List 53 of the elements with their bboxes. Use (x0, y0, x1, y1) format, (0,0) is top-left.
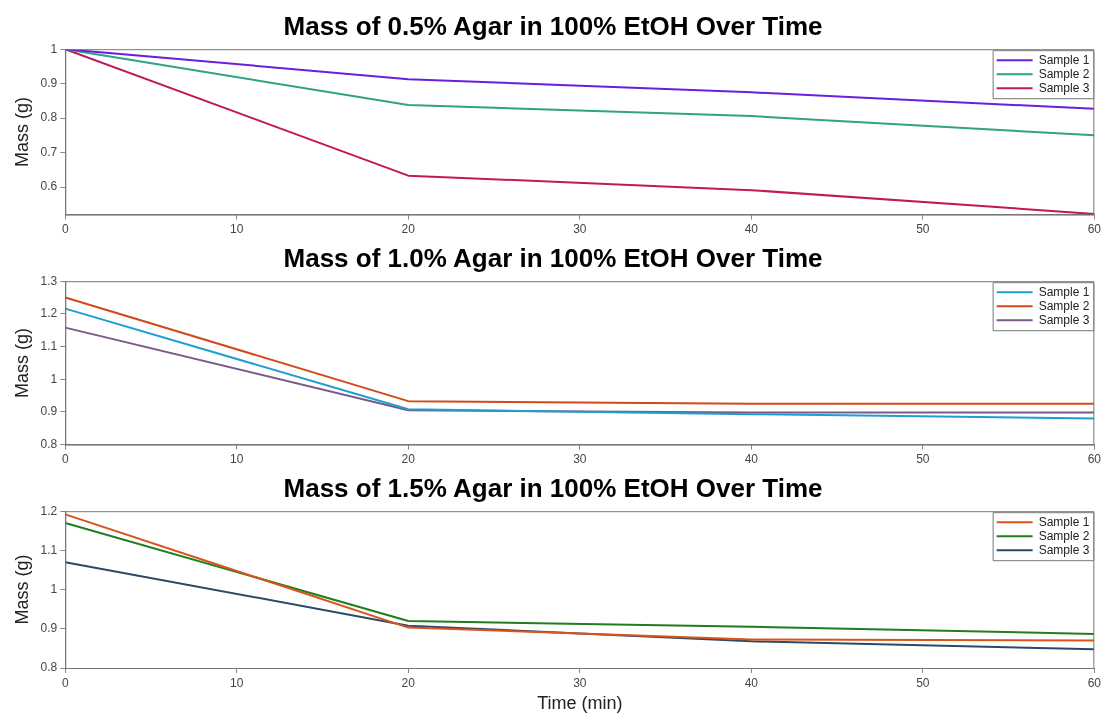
y-tick-label: 0.6 (40, 179, 58, 194)
x-tick-label: 50 (916, 222, 930, 237)
x-tick-label: 30 (573, 675, 587, 690)
x-tick-label: 10 (230, 222, 244, 237)
x-tick-label: 10 (230, 675, 244, 690)
x-tick-label: 10 (230, 452, 244, 467)
x-tick-label: 60 (1087, 222, 1102, 237)
y-tick-label: 0.9 (40, 404, 58, 419)
legend-label: Sample 3 (1038, 312, 1090, 327)
legend-label: Sample 1 (1038, 514, 1090, 529)
y-axis-title: Mass (g) (11, 554, 32, 625)
legend-label: Sample 1 (1038, 52, 1090, 67)
y-tick-label: 1 (50, 581, 58, 596)
legend-label: Sample 1 (1038, 284, 1090, 299)
x-tick-label: 20 (401, 452, 416, 467)
legend-label: Sample 2 (1038, 528, 1090, 543)
x-tick-label: 40 (744, 452, 759, 467)
x-tick-label: 0 (61, 452, 69, 467)
y-tick-label: 1.1 (40, 338, 58, 353)
x-tick-label: 40 (744, 222, 759, 237)
x-tick-label: 50 (916, 452, 930, 467)
x-tick-label: 40 (744, 675, 759, 690)
y-tick-label: 1.2 (40, 503, 58, 518)
y-tick-label: 0.8 (40, 436, 58, 451)
y-tick-label: 0.7 (40, 144, 58, 159)
legend-label: Sample 3 (1038, 542, 1090, 557)
legend-label: Sample 2 (1038, 66, 1090, 81)
y-axis-title: Mass (g) (11, 96, 32, 167)
x-tick-label: 20 (401, 675, 416, 690)
y-tick-label: 1.1 (40, 542, 58, 557)
legend-label: Sample 3 (1038, 80, 1090, 95)
x-tick-label: 20 (401, 222, 416, 237)
x-tick-label: 50 (916, 675, 930, 690)
x-tick-label: 30 (573, 452, 587, 467)
y-tick-label: 1.2 (40, 306, 58, 321)
x-axis-title: Time (min) (537, 693, 623, 714)
chart-title: Mass of 1.0% Agar in 100% EtOH Over Time (283, 242, 823, 273)
y-tick-label: 1 (50, 41, 58, 56)
y-tick-label: 0.9 (40, 75, 58, 90)
y-axis-title: Mass (g) (11, 327, 32, 398)
x-tick-label: 0 (61, 222, 69, 237)
x-tick-label: 60 (1087, 452, 1102, 467)
y-tick-label: 0.9 (40, 621, 58, 636)
y-tick-label: 1.3 (40, 273, 58, 288)
x-tick-label: 0 (61, 675, 69, 690)
chart-title: Mass of 0.5% Agar in 100% EtOH Over Time (283, 10, 823, 41)
chart-title: Mass of 1.5% Agar in 100% EtOH Over Time (283, 472, 823, 503)
x-tick-label: 30 (573, 222, 587, 237)
y-tick-label: 1 (50, 371, 58, 386)
y-tick-label: 0.8 (40, 660, 58, 675)
legend-label: Sample 2 (1038, 298, 1090, 313)
y-tick-label: 0.8 (40, 110, 58, 125)
x-tick-label: 60 (1087, 675, 1102, 690)
